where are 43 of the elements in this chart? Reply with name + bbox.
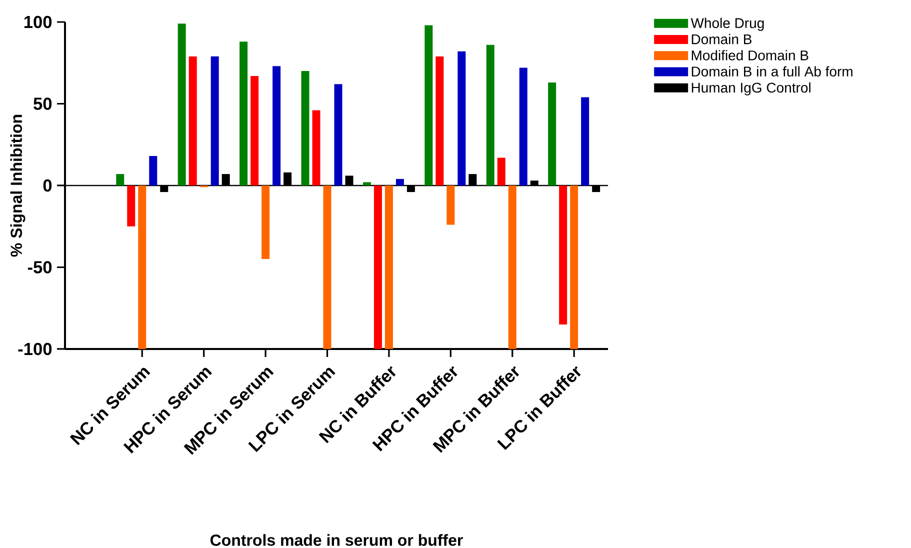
- legend-label: Modified Domain B: [692, 50, 808, 60]
- bar: [559, 185, 568, 324]
- bar: [149, 156, 158, 186]
- y-tick-label: -100: [18, 342, 52, 356]
- y-tick-label: 100: [24, 16, 52, 28]
- bar: [436, 56, 444, 186]
- legend-label: Human IgG Control: [692, 82, 810, 96]
- bar: [301, 71, 310, 186]
- bar: [127, 185, 136, 226]
- bar: [458, 51, 466, 186]
- bar: [486, 44, 494, 186]
- bar: [210, 56, 219, 186]
- bar: [138, 185, 146, 349]
- bar: [374, 185, 382, 349]
- bar: [508, 185, 516, 349]
- bar: [272, 66, 281, 186]
- bar: [323, 185, 332, 349]
- bar: [384, 185, 393, 349]
- y-tick-label: 0: [43, 179, 52, 192]
- bar: [581, 97, 590, 186]
- bar: [188, 56, 197, 186]
- bar: [116, 174, 124, 186]
- bar: [250, 76, 259, 186]
- bar: [362, 182, 371, 186]
- bar: [497, 158, 506, 186]
- bar: [570, 185, 578, 349]
- y-tick-label: -50: [28, 261, 52, 274]
- bar: [424, 25, 433, 186]
- bar: [446, 185, 455, 225]
- bar: [312, 110, 320, 186]
- legend-label: Domain B: [692, 34, 752, 44]
- y-axis-title: % Signal Inhibition: [10, 114, 26, 257]
- y-tick-label: 50: [34, 98, 52, 110]
- bar: [262, 185, 270, 260]
- bar: [178, 24, 186, 186]
- bar: [519, 68, 528, 186]
- bar: [396, 178, 404, 186]
- bar: [548, 82, 556, 186]
- bar: [240, 42, 248, 186]
- legend-label: Domain B in a full Ab form: [692, 66, 852, 77]
- legend-label: Whole Drug: [690, 18, 764, 31]
- x-axis-title: Controls made in serum or buffer: [210, 534, 463, 546]
- bar: [334, 84, 342, 186]
